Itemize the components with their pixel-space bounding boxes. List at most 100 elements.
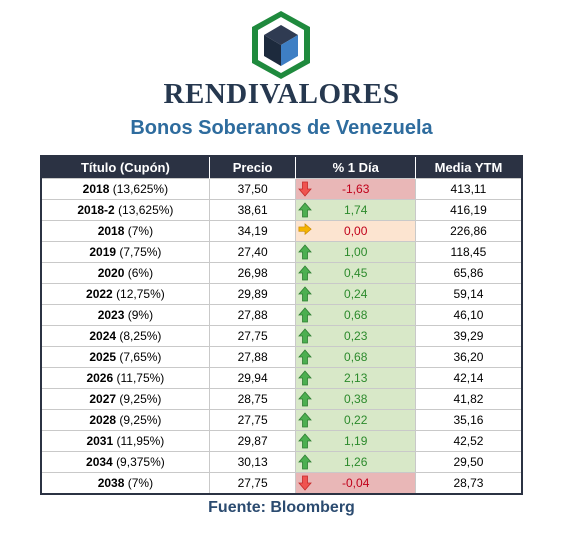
table-row: 2024 (8,25%) 27,75 0,23 39,29: [40, 325, 523, 347]
price-cell: 29,94: [208, 367, 297, 389]
change-value: 1,19: [344, 434, 368, 448]
bond-coupon: (9,25%): [119, 392, 162, 406]
table-row: 2025 (7,65%) 27,88 0,68 36,20: [40, 346, 523, 368]
bond-title-cell: 2018-2 (13,625%): [40, 199, 210, 221]
ytm-cell: 29,50: [414, 451, 523, 473]
table-row: 2018-2 (13,625%) 38,61 1,74 416,19: [40, 199, 523, 221]
ytm-cell: 36,20: [414, 346, 523, 368]
bond-title-cell: 2038 (7%): [40, 472, 210, 495]
arrow-up-icon: [298, 454, 313, 470]
arrow-down-icon: [298, 181, 313, 197]
ytm-cell: 226,86: [414, 220, 523, 242]
price-cell: 27,75: [208, 409, 297, 431]
change-value: 0,45: [344, 266, 368, 280]
change-value: 0,23: [344, 329, 368, 343]
ytm-cell: 42,14: [414, 367, 523, 389]
change-cell: 2,13: [295, 367, 416, 389]
change-cell: 1,26: [295, 451, 416, 473]
table-row: 2018 (13,625%) 37,50 -1,63 413,11: [40, 178, 523, 200]
bond-coupon: (7%): [127, 476, 154, 490]
header-ytm: Media YTM: [414, 156, 522, 179]
bond-year: 2018: [97, 224, 125, 238]
table-header-row: Título (Cupón) Precio % 1 Día Media YTM: [41, 156, 522, 179]
ytm-cell: 42,52: [414, 430, 523, 452]
ytm-cell: 416,19: [414, 199, 523, 221]
price-cell: 29,87: [208, 430, 297, 452]
change-value: -1,63: [342, 182, 370, 196]
bond-coupon: (13,625%): [118, 203, 174, 217]
change-value: 0,68: [344, 308, 368, 322]
change-cell: 0,68: [295, 346, 416, 368]
bond-year: 2022: [86, 287, 113, 301]
change-cell: 1,00: [295, 241, 416, 263]
price-cell: 27,75: [208, 325, 297, 347]
bond-year: 2019: [89, 245, 117, 259]
bond-coupon: (7,75%): [119, 245, 162, 259]
bonds-table: Título (Cupón) Precio % 1 Día Media YTM …: [40, 155, 523, 495]
table-row: 2023 (9%) 27,88 0,68 46,10: [40, 304, 523, 326]
price-cell: 38,61: [208, 199, 297, 221]
bond-coupon: (13,625%): [112, 182, 169, 196]
bond-title-cell: 2019 (7,75%): [40, 241, 210, 263]
bond-year: 2027: [89, 392, 117, 406]
price-cell: 27,75: [208, 472, 297, 495]
change-cell: 0,68: [295, 304, 416, 326]
price-cell: 37,50: [208, 178, 297, 200]
bond-title-cell: 2024 (8,25%): [40, 325, 210, 347]
bond-title-cell: 2020 (6%): [40, 262, 210, 284]
price-cell: 27,40: [208, 241, 297, 263]
arrow-down-icon: [298, 475, 313, 491]
ytm-cell: 41,82: [414, 388, 523, 410]
arrow-up-icon: [298, 391, 313, 407]
bond-year: 2023: [97, 308, 125, 322]
price-cell: 28,75: [208, 388, 297, 410]
bond-coupon: (9,25%): [119, 413, 162, 427]
price-cell: 29,89: [208, 283, 297, 305]
bond-coupon: (11,95%): [116, 434, 165, 448]
bond-coupon: (7%): [127, 224, 154, 238]
header-change: % 1 Día: [295, 156, 416, 179]
source-footer: Fuente: Bloomberg: [208, 499, 355, 516]
change-cell: 0,45: [295, 262, 416, 284]
ytm-cell: 28,73: [414, 472, 523, 495]
bond-coupon: (9,375%): [116, 455, 165, 469]
change-cell: 0,00: [295, 220, 416, 242]
ytm-cell: 65,86: [414, 262, 523, 284]
change-cell: -0,04: [295, 472, 416, 495]
arrow-up-icon: [298, 433, 313, 449]
table-row: 2026 (11,75%) 29,94 2,13 42,14: [40, 367, 523, 389]
bond-year: 2028: [89, 413, 117, 427]
change-cell: 1,74: [295, 199, 416, 221]
arrow-up-icon: [298, 412, 313, 428]
ytm-cell: 35,16: [414, 409, 523, 431]
bond-year: 2034: [86, 455, 113, 469]
bond-year: 2026: [86, 371, 114, 385]
bond-year: 2018-2: [77, 203, 115, 217]
brand-name: RENDIVALORES: [163, 78, 400, 110]
ytm-cell: 118,45: [414, 241, 523, 263]
bond-title-cell: 2018 (13,625%): [40, 178, 210, 200]
arrow-up-icon: [298, 286, 313, 302]
price-cell: 26,98: [208, 262, 297, 284]
change-value: 0,38: [344, 392, 368, 406]
arrow-up-icon: [298, 370, 313, 386]
bond-title-cell: 2026 (11,75%): [40, 367, 210, 389]
price-cell: 30,13: [208, 451, 297, 473]
rendivalores-logo: [252, 11, 310, 79]
bond-title-cell: 2018 (7%): [40, 220, 210, 242]
bond-title-cell: 2025 (7,65%): [40, 346, 210, 368]
change-value: 1,26: [344, 455, 368, 469]
arrow-up-icon: [298, 265, 313, 281]
bond-year: 2038: [97, 476, 125, 490]
table-row: 2031 (11,95%) 29,87 1,19 42,52: [40, 430, 523, 452]
table-row: 2019 (7,75%) 27,40 1,00 118,45: [40, 241, 523, 263]
bond-coupon: (12,75%): [116, 287, 165, 301]
change-cell: -1,63: [295, 178, 416, 200]
bond-year: 2025: [89, 350, 117, 364]
bond-title-cell: 2023 (9%): [40, 304, 210, 326]
arrow-up-icon: [298, 307, 313, 323]
bond-coupon: (7,65%): [119, 350, 162, 364]
header-price: Precio: [208, 156, 296, 179]
change-value: 1,00: [344, 245, 368, 259]
change-value: 0,68: [344, 350, 368, 364]
